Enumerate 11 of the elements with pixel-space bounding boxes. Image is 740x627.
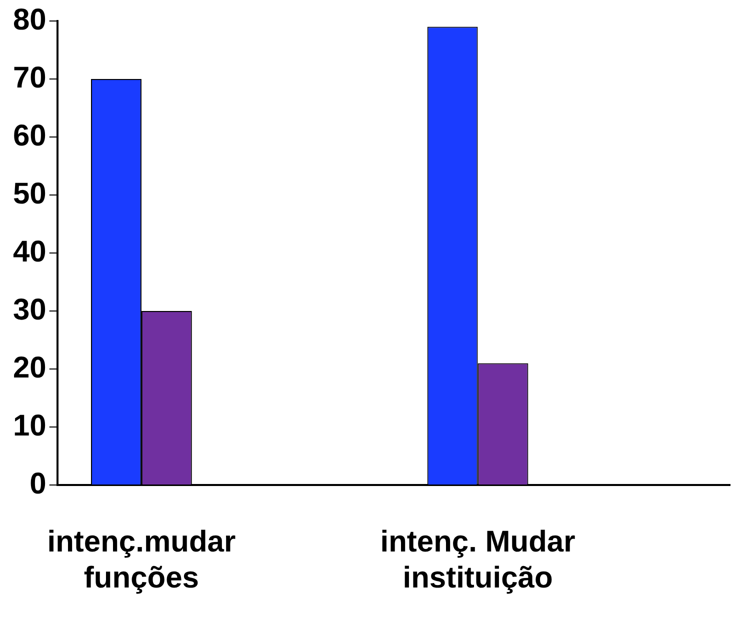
y-tick-label: 30 [12, 293, 46, 326]
y-tick-label: 0 [30, 467, 46, 500]
y-tick-label: 80 [12, 3, 46, 36]
y-tick-label: 50 [12, 177, 46, 210]
y-tick-label: 20 [12, 351, 46, 384]
y-tick-label: 10 [12, 409, 46, 442]
y-tick-label: 70 [12, 61, 46, 94]
y-tick-label: 60 [12, 119, 46, 152]
x-tick-label: intenç. Mudar instituição [380, 525, 576, 594]
x-tick-label: intenç.mudar funções [47, 525, 236, 594]
y-tick-label: 40 [12, 235, 46, 268]
